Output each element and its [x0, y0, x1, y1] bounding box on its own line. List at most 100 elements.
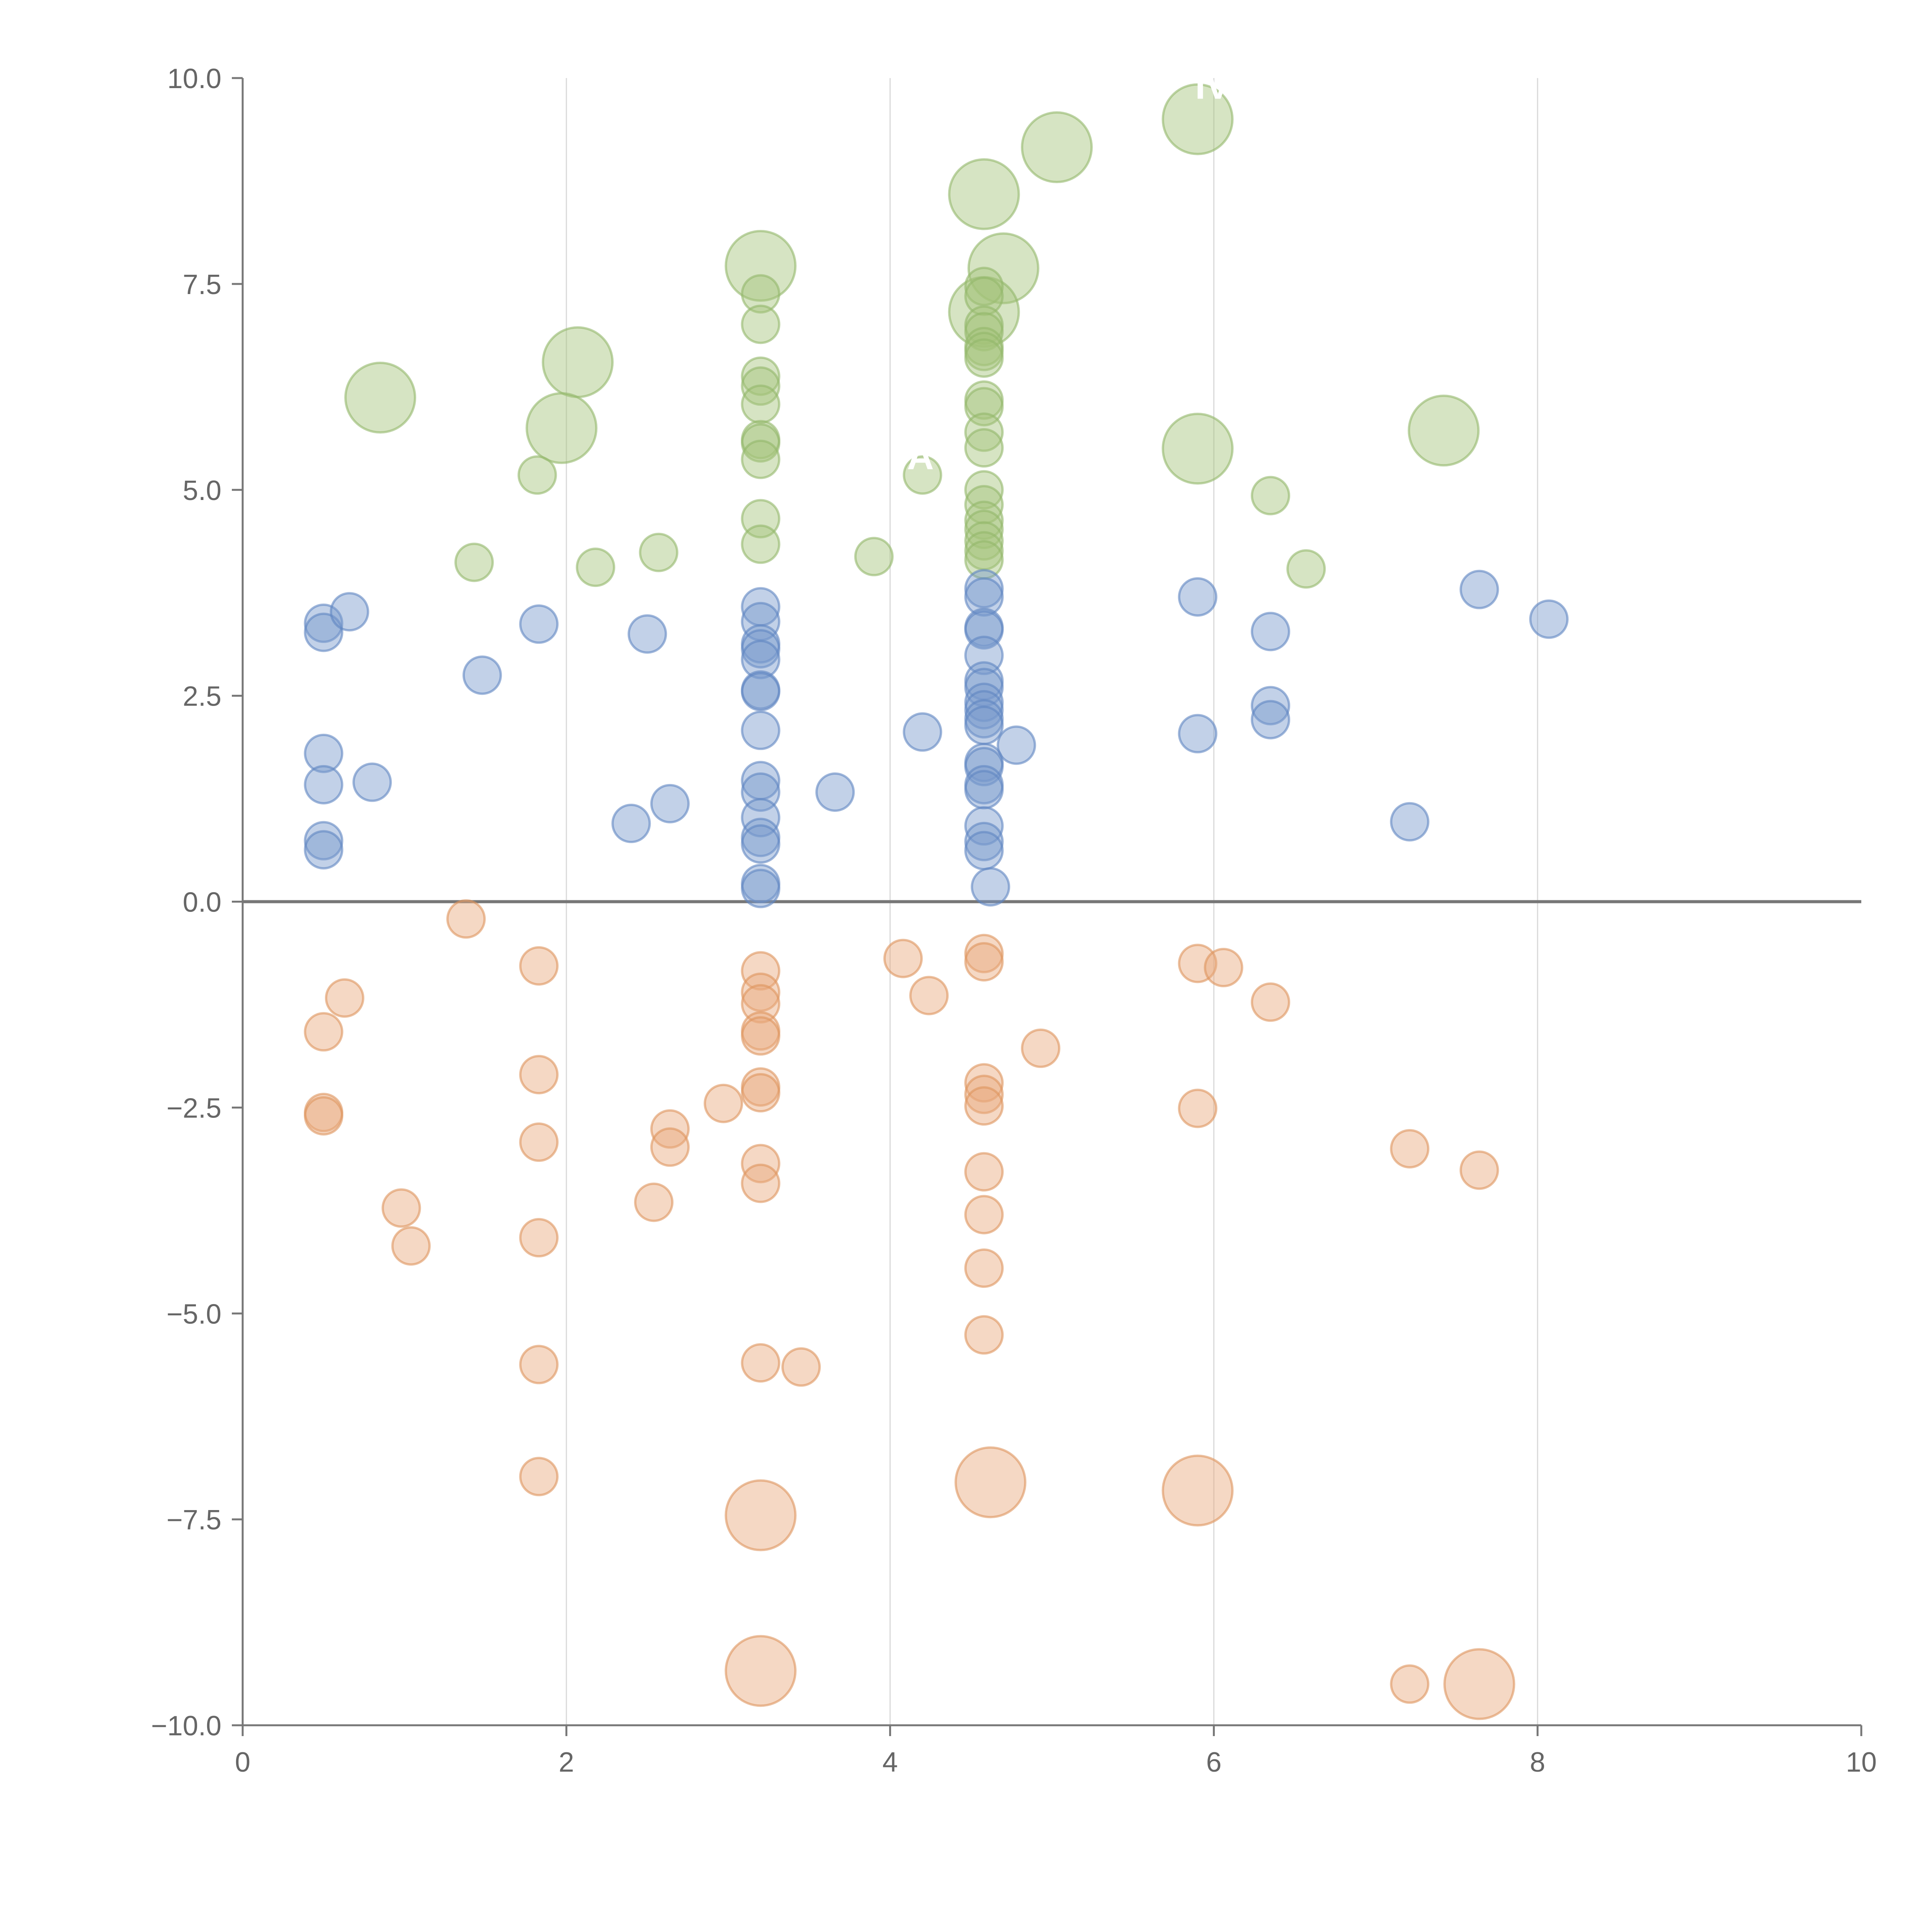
data-point-orange	[381, 1188, 421, 1228]
data-point-orange	[1021, 1028, 1061, 1068]
y-tick-label: 5.0	[183, 475, 221, 506]
data-point-blue	[741, 711, 781, 750]
data-point-green	[1408, 395, 1480, 467]
data-point-green	[964, 510, 1004, 549]
data-point-orange	[391, 1226, 431, 1266]
data-point-orange	[519, 1122, 559, 1162]
data-point-orange	[964, 1152, 1004, 1192]
data-point-blue	[741, 824, 781, 864]
data-point-orange	[741, 1016, 781, 1056]
data-point-green	[741, 356, 781, 396]
data-point-blue	[964, 770, 1004, 810]
data-point-blue	[519, 604, 559, 644]
data-point-green	[1286, 549, 1326, 589]
data-point-blue	[304, 612, 344, 652]
data-point-green	[741, 274, 781, 314]
y-tick-label: −7.5	[167, 1505, 221, 1536]
data-point-orange	[446, 899, 486, 939]
x-tick-label: 10	[1846, 1747, 1877, 1778]
data-point-blue	[1178, 714, 1218, 753]
data-point-green	[948, 158, 1020, 230]
data-point-green	[741, 304, 781, 344]
data-point-orange	[741, 1343, 781, 1383]
data-point-orange	[741, 1163, 781, 1203]
data-point-orange	[954, 1446, 1027, 1519]
data-point-green	[854, 537, 894, 577]
data-point-orange	[964, 1086, 1004, 1126]
data-point-green	[903, 455, 942, 495]
data-point-blue	[964, 577, 1004, 617]
data-point-green	[741, 524, 781, 564]
data-point-blue	[903, 712, 942, 752]
x-tick-label: 8	[1530, 1747, 1545, 1778]
data-point-blue	[304, 733, 344, 773]
data-point-green	[964, 276, 1004, 316]
data-point-blue	[971, 867, 1010, 907]
data-point-blue	[611, 804, 651, 844]
data-point-orange	[704, 1083, 743, 1123]
x-tick-label: 6	[1206, 1747, 1221, 1778]
data-point-blue	[462, 655, 502, 695]
y-tick-label: 0.0	[183, 887, 221, 918]
data-point-blue	[352, 762, 392, 802]
data-point-green	[517, 455, 557, 495]
data-point-orange	[519, 1218, 559, 1258]
data-point-blue	[1251, 612, 1291, 651]
data-point-green	[964, 500, 1004, 540]
data-point-orange	[964, 1195, 1004, 1235]
data-point-orange	[1204, 948, 1243, 988]
data-point-blue	[964, 706, 1004, 745]
data-point-blue	[1251, 686, 1291, 726]
data-point-orange	[741, 951, 781, 991]
data-point-blue	[741, 869, 781, 908]
annotation-label: A	[907, 436, 934, 477]
y-tick-label: 10.0	[167, 63, 221, 94]
data-point-orange	[724, 1635, 797, 1707]
data-point-orange	[304, 1096, 344, 1136]
data-point-green	[741, 384, 781, 424]
data-point-green	[964, 267, 1004, 306]
data-point-green	[542, 326, 614, 398]
data-point-blue	[304, 821, 344, 861]
data-point-blue	[1459, 570, 1499, 609]
data-point-blue	[964, 690, 1004, 730]
data-point-blue	[741, 639, 781, 679]
data-point-blue	[1529, 599, 1569, 639]
data-point-green	[967, 232, 1039, 304]
data-point-orange	[1251, 982, 1291, 1022]
data-point-orange	[909, 976, 949, 1015]
data-point-green	[1251, 476, 1291, 515]
data-point-orange	[519, 1055, 559, 1095]
data-point-green	[1162, 413, 1234, 485]
x-tick-label: 0	[235, 1747, 250, 1778]
y-tick-label: −10.0	[151, 1711, 221, 1742]
data-point-orange	[519, 1345, 559, 1384]
data-point-orange	[741, 1144, 781, 1184]
data-point-green	[964, 470, 1004, 510]
data-point-orange	[741, 972, 781, 1012]
y-tick-label: 7.5	[183, 269, 221, 300]
data-point-blue	[741, 629, 781, 669]
data-point-blue	[964, 831, 1004, 871]
data-point-green	[964, 412, 1004, 452]
data-point-orange	[741, 984, 781, 1024]
data-point-green	[526, 392, 598, 464]
data-point-orange	[964, 942, 1004, 982]
data-point-orange	[1390, 1129, 1430, 1168]
axes: 0 2 4 6 8 10 10.0 7.5 5.0 2.5 0.0 −2.5 −5.0 −7.5 −10.0	[151, 63, 1877, 1778]
data-point-blue	[304, 830, 344, 870]
data-point-blue	[997, 725, 1036, 765]
data-point-orange	[634, 1182, 674, 1222]
data-point-orange	[304, 1012, 344, 1052]
data-point-orange	[1443, 1648, 1515, 1720]
data-point-orange	[964, 1315, 1004, 1355]
data-point-blue	[741, 672, 781, 711]
x-tick-label: 4	[883, 1747, 898, 1778]
annotations: IV A	[907, 65, 1230, 477]
data-point-orange	[1162, 1454, 1234, 1527]
data-point-green	[1021, 111, 1093, 184]
data-point-orange	[724, 1479, 797, 1551]
data-point-orange	[964, 934, 1004, 973]
data-point-orange	[883, 939, 923, 978]
